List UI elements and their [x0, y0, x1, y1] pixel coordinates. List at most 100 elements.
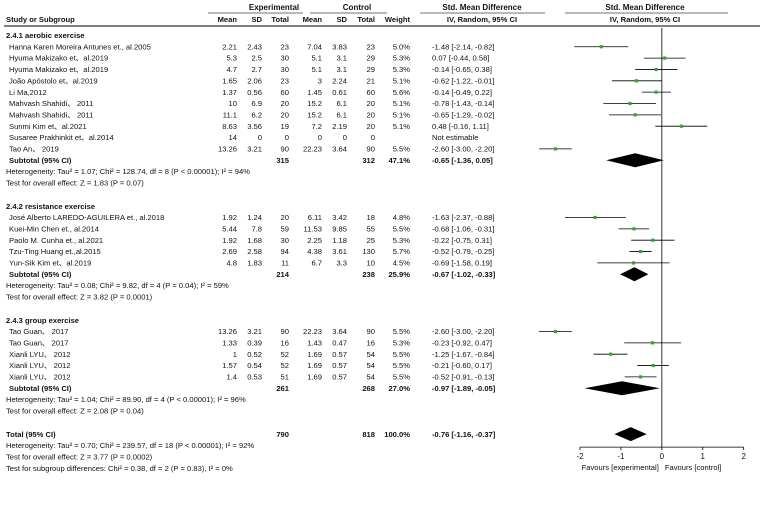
exp-total: 90	[281, 327, 289, 336]
exp-total: 11	[281, 259, 289, 268]
ctrl-mean: 1.69	[307, 361, 322, 370]
study-name: Tao An、 2019	[9, 145, 59, 154]
exp-sd: 2.5	[251, 54, 262, 63]
weight-value: 5.3%	[393, 54, 411, 63]
study-name: Tao Guan、 2017	[9, 338, 69, 347]
overall-effect-text: Test for overall effect: Z = 3.82 (P = 0…	[6, 293, 153, 302]
ctrl-total: 55	[367, 224, 375, 233]
ctrl-sd: 0.57	[332, 361, 347, 370]
plot-effect-subheader: IV, Random, 95% CI	[610, 15, 680, 24]
x-tick-label: 1	[701, 452, 706, 461]
exp-total: 23	[281, 76, 289, 85]
exp-mean: 13.26	[218, 327, 237, 336]
study-name: Hyuma Makizako et、al.2019	[9, 54, 108, 63]
effect-marker	[553, 329, 558, 334]
ctrl-subtotal: 312	[362, 156, 375, 165]
exp-sd: 0.52	[247, 350, 262, 359]
weight-value: 5.5%	[393, 327, 411, 336]
study-name: Tzu-Ting Huang et.,al.2015	[9, 247, 101, 256]
exp-subtotal: 261	[276, 384, 289, 393]
effect-ci-value: -0.68 [-1.06, -0.31]	[432, 224, 494, 233]
study-name: Xianli LYU、 2012	[9, 361, 71, 370]
effect-marker	[638, 249, 643, 254]
ctrl-sd: 6.1	[336, 110, 347, 119]
exp-total: 20	[281, 213, 289, 222]
overall-effect-text: Test for overall effect: Z = 2.08 (P = 0…	[6, 407, 144, 416]
exp-mean: 1.92	[222, 236, 237, 245]
effect-ci-value: -0.52 [-0.91, -0.13]	[432, 373, 494, 382]
exp-sd: 0.39	[247, 338, 262, 347]
ctrl-mean: 6.11	[308, 213, 322, 222]
effect-marker	[632, 261, 636, 265]
subgroup-title: 2.4.2 resistance exercise	[6, 202, 95, 211]
ctrl-subtotal: 238	[362, 270, 375, 279]
ctrl-sd: 3.1	[336, 54, 347, 63]
effect-ci-value: -0.62 [-1.22, -0.01]	[432, 76, 494, 85]
exp-mean: 14	[229, 133, 237, 142]
ctrl-mean: 1.69	[307, 350, 322, 359]
ctrl-mean: 11.53	[304, 224, 322, 233]
ctrl-sd: 2.19	[332, 122, 347, 131]
exp-mean: 13.26	[218, 145, 237, 154]
effect-ci-value: -0.65 [-1.29, -0.02]	[432, 110, 494, 119]
experimental-header: Experimental	[249, 3, 299, 12]
mean-header: Mean	[303, 15, 323, 24]
weight-value: 5.1%	[393, 122, 411, 131]
exp-subtotal: 315	[276, 156, 289, 165]
effect-marker	[609, 352, 613, 356]
exp-total: 0	[285, 133, 289, 142]
effect-marker	[599, 45, 603, 49]
x-tick-label: -1	[617, 452, 625, 461]
exp-mean: 1.33	[222, 338, 237, 347]
ctrl-sd: 0.57	[332, 350, 347, 359]
exp-total: 51	[281, 373, 289, 382]
ctrl-mean: 7.04	[307, 42, 322, 51]
study-name: Hyuma Makizako et、al.2019	[9, 65, 108, 74]
exp-sd: 0.54	[247, 361, 262, 370]
ctrl-grand-total: 818	[362, 430, 375, 439]
ctrl-total: 20	[367, 110, 375, 119]
exp-sd: 3.56	[247, 122, 262, 131]
ctrl-total: 23	[367, 42, 375, 51]
effect-ci-value: -0.23 [-0.92, 0.47]	[432, 338, 492, 347]
ctrl-mean: 7.2	[311, 122, 322, 131]
ctrl-mean: 4.38	[307, 247, 322, 256]
subtotal-ci: -0.97 [-1.89, -0.05]	[432, 384, 496, 393]
ctrl-total: 54	[367, 350, 375, 359]
exp-mean: 5.3	[226, 54, 237, 63]
ctrl-mean: 2.25	[307, 236, 322, 245]
exp-sd: 7.8	[251, 224, 262, 233]
weight-value: 5.1%	[393, 99, 411, 108]
exp-mean: 4.8	[226, 259, 237, 268]
pooled-diamond	[584, 381, 660, 396]
footer-text: Test for overall effect: Z = 3.77 (P = 0…	[6, 452, 153, 461]
exp-mean: 1.65	[222, 76, 237, 85]
effect-ci-value: -1.25 [-1.67, -0.84]	[432, 350, 494, 359]
ctrl-mean: 5.1	[311, 54, 322, 63]
study-name: Mahvash Shahidi、 2011	[9, 110, 93, 119]
study-name: José Alberto LAREDO-AGUILERA et., al.201…	[9, 213, 164, 222]
ctrl-total: 29	[367, 54, 375, 63]
exp-mean: 1.92	[222, 213, 237, 222]
pooled-diamond	[614, 427, 647, 442]
subtotal-label: Subtotal (95% CI)	[9, 156, 72, 165]
sd-header: SD	[336, 15, 347, 24]
exp-total: 16	[281, 338, 289, 347]
exp-total: 30	[281, 54, 289, 63]
exp-mean: 2.69	[222, 247, 237, 256]
weight-value: 5.5%	[393, 145, 411, 154]
effect-ci-value: -1.48 [-2.14, -0.82]	[432, 42, 494, 51]
exp-mean: 8.63	[222, 122, 237, 131]
ctrl-mean: 15.2	[307, 99, 322, 108]
effect-ci-value: -0.14 [-0.49, 0.22]	[432, 88, 492, 97]
ctrl-total: 10	[367, 259, 375, 268]
heterogeneity-text: Heterogeneity: Tau² = 1.04; Chi² = 89.90…	[6, 395, 246, 404]
effect-marker	[633, 113, 637, 117]
x-tick-label: -2	[576, 452, 584, 461]
subgroup-title: 2.4.1 aerobic exercise	[6, 31, 85, 40]
ctrl-total: 25	[367, 236, 375, 245]
control-header: Control	[343, 3, 371, 12]
subtotal-label: Subtotal (95% CI)	[9, 270, 72, 279]
weight-value: 5.1%	[393, 76, 411, 85]
